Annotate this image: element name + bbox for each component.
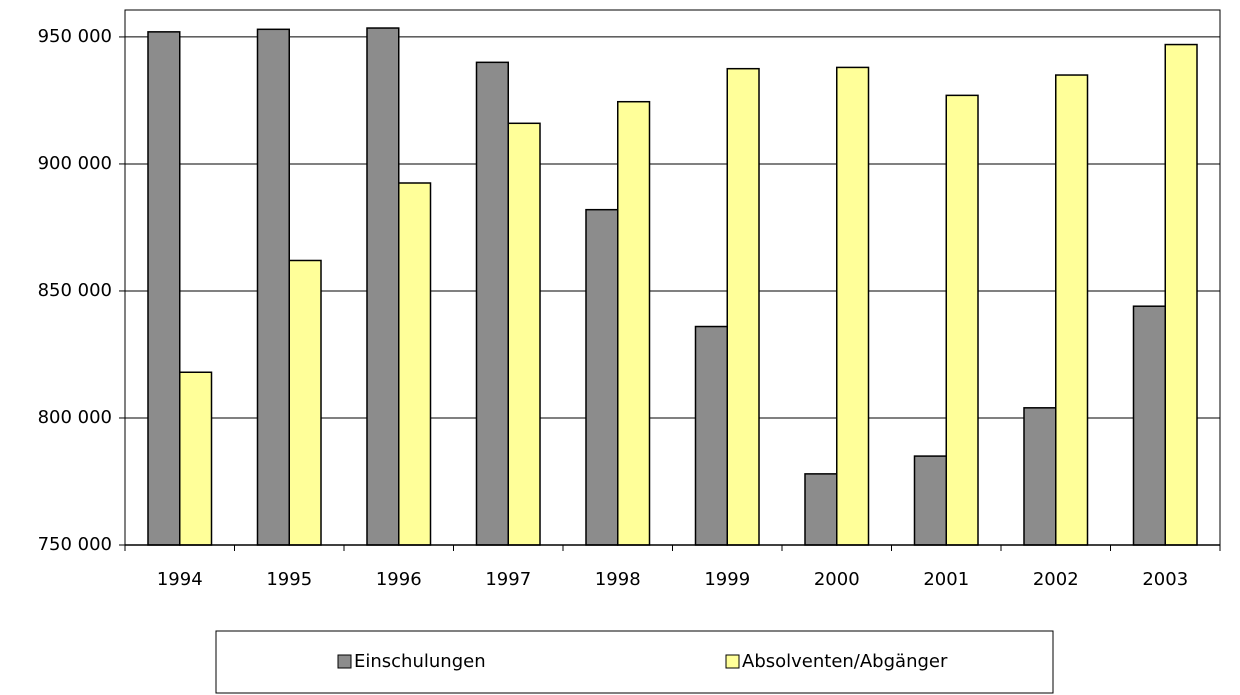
y-tick-label: 750 000 (38, 534, 112, 555)
bar (507, 122, 541, 546)
y-tick-label: 850 000 (38, 280, 112, 301)
bar (366, 27, 400, 546)
bar (945, 94, 979, 546)
bar (475, 61, 509, 546)
x-tick-label: 1998 (595, 569, 641, 590)
legend-swatch (337, 654, 352, 669)
x-tick-label: 1994 (157, 569, 203, 590)
legend-label: Absolventen/Abgänger (742, 651, 948, 672)
y-tick-label: 950 000 (38, 26, 112, 47)
bar (398, 182, 432, 546)
legend-swatch (725, 654, 740, 669)
x-tick-label: 2003 (1142, 569, 1188, 590)
bar (1164, 43, 1198, 546)
bar (694, 325, 728, 546)
bar (913, 455, 947, 546)
bar (147, 31, 181, 546)
bar (1023, 407, 1057, 546)
bar (256, 28, 290, 546)
bar (1055, 74, 1089, 546)
x-tick-label: 1999 (704, 569, 750, 590)
y-tick-label: 800 000 (38, 407, 112, 428)
x-tick-label: 2002 (1033, 569, 1079, 590)
bar (288, 259, 322, 546)
bar (804, 473, 838, 546)
legend-box (215, 630, 1054, 694)
legend-label: Einschulungen (354, 651, 486, 672)
x-tick-label: 1996 (376, 569, 422, 590)
bar (836, 66, 870, 546)
y-tick-label: 900 000 (38, 153, 112, 174)
bar (585, 208, 619, 546)
bar (617, 100, 651, 546)
x-tick-label: 1997 (485, 569, 531, 590)
x-tick-label: 1995 (266, 569, 312, 590)
x-tick-label: 2001 (923, 569, 969, 590)
bar (726, 67, 760, 546)
bar (1132, 305, 1166, 546)
x-tick-label: 2000 (814, 569, 860, 590)
bar (179, 371, 213, 546)
